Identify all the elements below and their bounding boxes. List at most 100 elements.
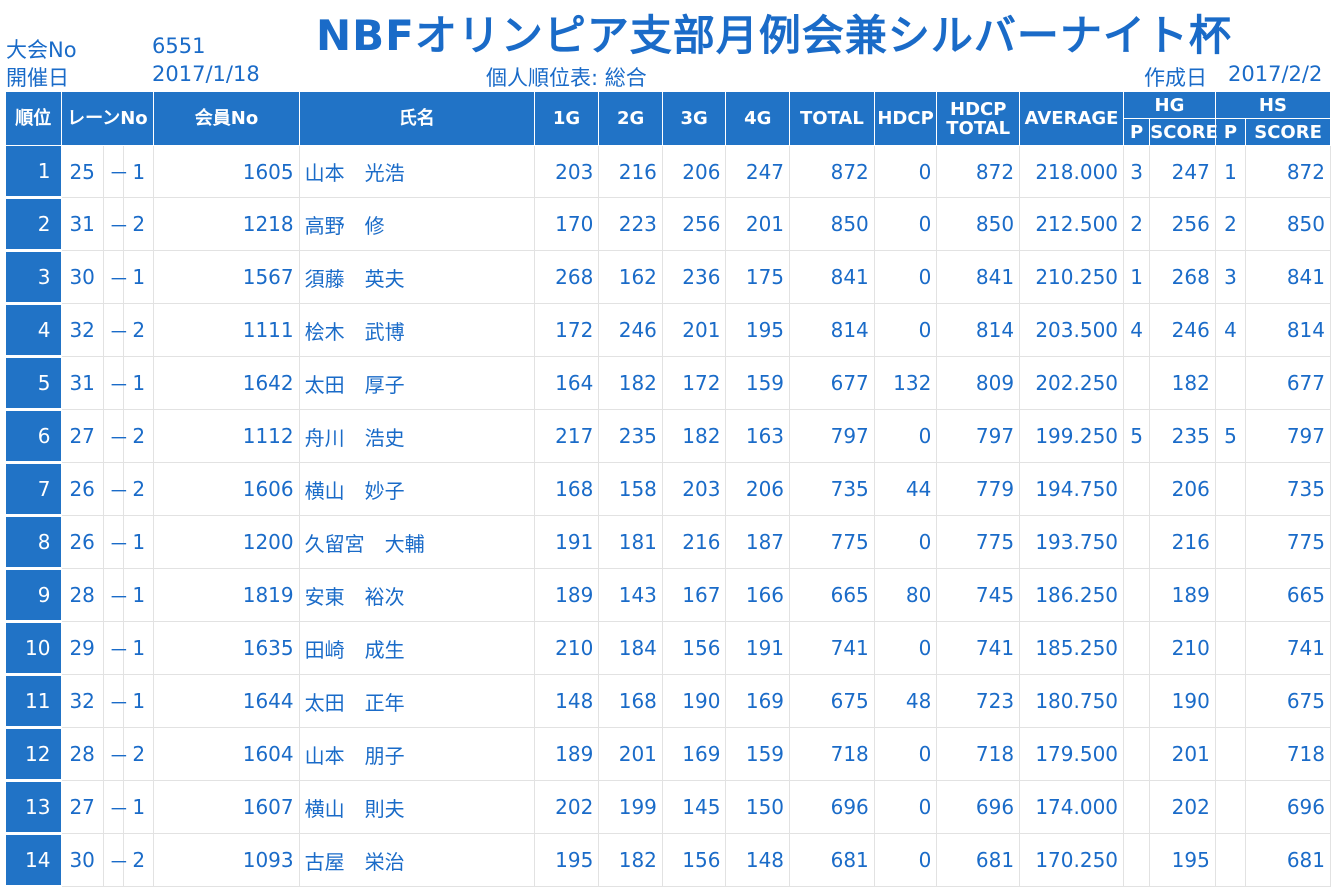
col-hdcp: HDCP xyxy=(873,91,938,146)
hdcp-total-cell: 797 xyxy=(936,409,1021,463)
hg-place-cell: 2 xyxy=(1123,197,1151,251)
name-cell: 安東 裕次 xyxy=(298,568,535,622)
average-cell: 174.000 xyxy=(1019,780,1125,834)
game-2-cell: 223 xyxy=(598,197,663,251)
game-1-cell: 168 xyxy=(533,462,600,516)
game-2-cell: 184 xyxy=(598,621,663,675)
hdcp-cell: 0 xyxy=(873,250,938,304)
lane-sub-cell: 2 xyxy=(123,409,155,463)
col-1g: 1G xyxy=(533,91,600,146)
game-3-cell: 182 xyxy=(661,409,727,463)
hdcp-cell: 0 xyxy=(873,780,938,834)
lane-cell: 28 xyxy=(60,568,104,622)
lane-sub-cell: 1 xyxy=(123,515,155,569)
name-cell: 太田 正年 xyxy=(298,674,535,728)
game-3-cell: 145 xyxy=(661,780,727,834)
lane-cell: 28 xyxy=(60,727,104,781)
hg-place-cell: 1 xyxy=(1123,250,1151,304)
average-cell: 210.250 xyxy=(1019,250,1125,304)
date-value: 2017/1/18 xyxy=(152,62,260,86)
table-row: 5 31 － 1 1642 太田 厚子 164 182 172 159 677 132 809 202.2… xyxy=(5,356,1331,411)
name-cell: 横山 妙子 xyxy=(298,462,535,516)
rank-cell: 13 xyxy=(5,780,62,835)
game-1-cell: 164 xyxy=(533,356,600,410)
lane-cell: 29 xyxy=(60,621,104,675)
hg-score-cell: 190 xyxy=(1149,674,1216,728)
average-cell: 194.750 xyxy=(1019,462,1125,516)
lane-dash: － xyxy=(103,515,129,569)
table-row: 4 32 － 2 1111 桧木 武博 172 246 201 195 814 0 814 203.500… xyxy=(5,303,1331,358)
col-average: AVERAGE xyxy=(1019,91,1125,146)
hg-place-cell xyxy=(1123,674,1151,728)
game-1-cell: 203 xyxy=(533,145,600,198)
hg-place-cell xyxy=(1123,621,1151,675)
hg-score-cell: 182 xyxy=(1149,356,1216,410)
game-1-cell: 172 xyxy=(533,303,600,357)
hdcp-cell: 0 xyxy=(873,197,938,251)
hs-score-cell: 872 xyxy=(1245,145,1331,198)
lane-dash: － xyxy=(103,568,129,622)
rank-cell: 4 xyxy=(5,303,62,358)
average-cell: 203.500 xyxy=(1019,303,1125,357)
hs-place-cell xyxy=(1214,568,1247,622)
table-row: 3 30 － 1 1567 須藤 英夫 268 162 236 175 841 0 841 210.250… xyxy=(5,250,1331,305)
hs-place-cell xyxy=(1214,833,1247,887)
lane-sub-cell: 2 xyxy=(123,197,155,251)
hg-score-cell: 189 xyxy=(1149,568,1216,622)
lane-dash: － xyxy=(103,250,129,304)
col-2g: 2G xyxy=(598,91,663,146)
col-hg: HG xyxy=(1123,91,1216,119)
hs-place-cell: 1 xyxy=(1214,145,1247,198)
hdcp-total-cell: 814 xyxy=(936,303,1021,357)
game-1-cell: 189 xyxy=(533,727,600,781)
col-hs-score: SCORE xyxy=(1245,118,1331,146)
member-no-cell: 1112 xyxy=(153,409,300,463)
hs-place-cell: 3 xyxy=(1214,250,1247,304)
hg-place-cell xyxy=(1123,780,1151,834)
table-row: 14 30 － 2 1093 古屋 栄治 195 182 156 148 681 0 681 170.25… xyxy=(5,833,1331,888)
lane-cell: 26 xyxy=(60,462,104,516)
hdcp-cell: 44 xyxy=(873,462,938,516)
table-row: 8 26 － 1 1200 久留宮 大輔 191 181 216 187 775 0 775 193.75… xyxy=(5,515,1331,570)
hs-place-cell: 5 xyxy=(1214,409,1247,463)
total-cell: 696 xyxy=(789,780,875,834)
name-cell: 桧木 武博 xyxy=(298,303,535,357)
name-cell: 山本 光浩 xyxy=(298,145,535,198)
table-row: 10 29 － 1 1635 田崎 成生 210 184 156 191 741 0 741 185.25… xyxy=(5,621,1331,676)
hs-place-cell xyxy=(1214,621,1247,675)
lane-cell: 27 xyxy=(60,780,104,834)
col-total: TOTAL xyxy=(789,91,875,146)
name-cell: 古屋 栄治 xyxy=(298,833,535,887)
lane-dash: － xyxy=(103,621,129,675)
rank-cell: 2 xyxy=(5,197,62,252)
game-2-cell: 181 xyxy=(598,515,663,569)
game-3-cell: 256 xyxy=(661,197,727,251)
lane-dash: － xyxy=(103,833,129,887)
table-row: 9 28 － 1 1819 安東 裕次 189 143 167 166 665 80 745 186.25… xyxy=(5,568,1331,623)
game-3-cell: 156 xyxy=(661,833,727,887)
game-4-cell: 187 xyxy=(725,515,791,569)
member-no-cell: 1819 xyxy=(153,568,300,622)
meet-no-label: 大会No xyxy=(6,38,77,62)
hdcp-total-cell: 841 xyxy=(936,250,1021,304)
hdcp-cell: 80 xyxy=(873,568,938,622)
rank-cell: 1 xyxy=(5,145,62,199)
hg-score-cell: 256 xyxy=(1149,197,1216,251)
col-hg-p: P xyxy=(1123,118,1151,146)
total-cell: 718 xyxy=(789,727,875,781)
hs-score-cell: 841 xyxy=(1245,250,1331,304)
rank-cell: 10 xyxy=(5,621,62,676)
col-hs: HS xyxy=(1214,91,1332,119)
name-cell: 山本 朋子 xyxy=(298,727,535,781)
name-cell: 太田 厚子 xyxy=(298,356,535,410)
game-4-cell: 159 xyxy=(725,356,791,410)
member-no-cell: 1607 xyxy=(153,780,300,834)
game-4-cell: 175 xyxy=(725,250,791,304)
game-1-cell: 195 xyxy=(533,833,600,887)
lane-dash: － xyxy=(103,780,129,834)
results-body: 1 25 － 1 1605 山本 光浩 203 216 206 247 872 0 872 218.000… xyxy=(5,145,1331,888)
hg-score-cell: 202 xyxy=(1149,780,1216,834)
table-row: 1 25 － 1 1605 山本 光浩 203 216 206 247 872 0 872 218.000… xyxy=(5,145,1331,199)
average-cell: 218.000 xyxy=(1019,145,1125,198)
total-cell: 841 xyxy=(789,250,875,304)
